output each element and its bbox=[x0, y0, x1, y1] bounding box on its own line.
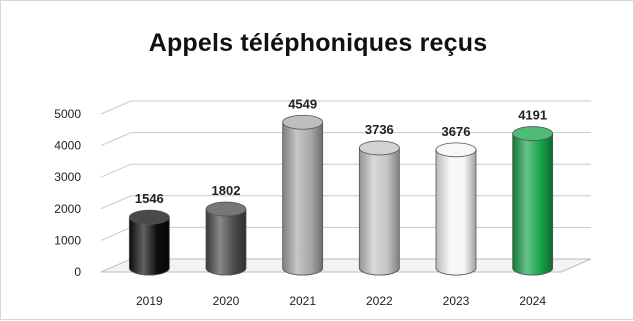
bar-body bbox=[512, 133, 554, 276]
gridline bbox=[100, 132, 591, 147]
y-tick-label: 0 bbox=[74, 265, 81, 279]
bar-top bbox=[205, 201, 247, 217]
data-label: 1546 bbox=[135, 191, 164, 206]
bar-body bbox=[282, 121, 324, 276]
x-tick-label: 2019 bbox=[136, 294, 163, 308]
x-tick-label: 2023 bbox=[443, 294, 470, 308]
bar-2023 bbox=[435, 142, 477, 276]
chart-title: Appels téléphoniques reçus bbox=[148, 29, 488, 57]
bar-body bbox=[128, 216, 170, 276]
x-tick-label: 2021 bbox=[289, 294, 316, 308]
y-tick-label: 4000 bbox=[54, 139, 81, 153]
bar-2021 bbox=[282, 114, 324, 276]
bar-2019 bbox=[128, 209, 170, 276]
bar-top bbox=[512, 126, 554, 141]
x-tick-label: 2020 bbox=[213, 294, 240, 308]
y-tick-label: 2000 bbox=[54, 202, 81, 216]
y-tick-label: 3000 bbox=[54, 170, 81, 184]
bar-body bbox=[435, 149, 477, 276]
bar-body bbox=[358, 147, 400, 276]
bar-body bbox=[205, 208, 247, 276]
gridline bbox=[100, 100, 591, 115]
bar-top bbox=[282, 114, 324, 130]
bar-top bbox=[358, 140, 400, 156]
bar-2020 bbox=[205, 201, 247, 276]
data-label: 1802 bbox=[212, 183, 241, 198]
bar-top bbox=[435, 142, 477, 158]
y-tick-label: 5000 bbox=[54, 107, 81, 121]
data-label: 4191 bbox=[518, 108, 547, 123]
bar-top bbox=[128, 209, 170, 225]
bar-2024 bbox=[512, 126, 554, 276]
data-label: 3676 bbox=[442, 124, 471, 139]
bar-2022 bbox=[358, 140, 400, 276]
y-tick-label: 1000 bbox=[54, 233, 81, 247]
x-tick-label: 2024 bbox=[519, 294, 546, 308]
data-label: 4549 bbox=[288, 96, 317, 111]
data-label: 3736 bbox=[365, 122, 394, 137]
x-tick-label: 2022 bbox=[366, 294, 393, 308]
